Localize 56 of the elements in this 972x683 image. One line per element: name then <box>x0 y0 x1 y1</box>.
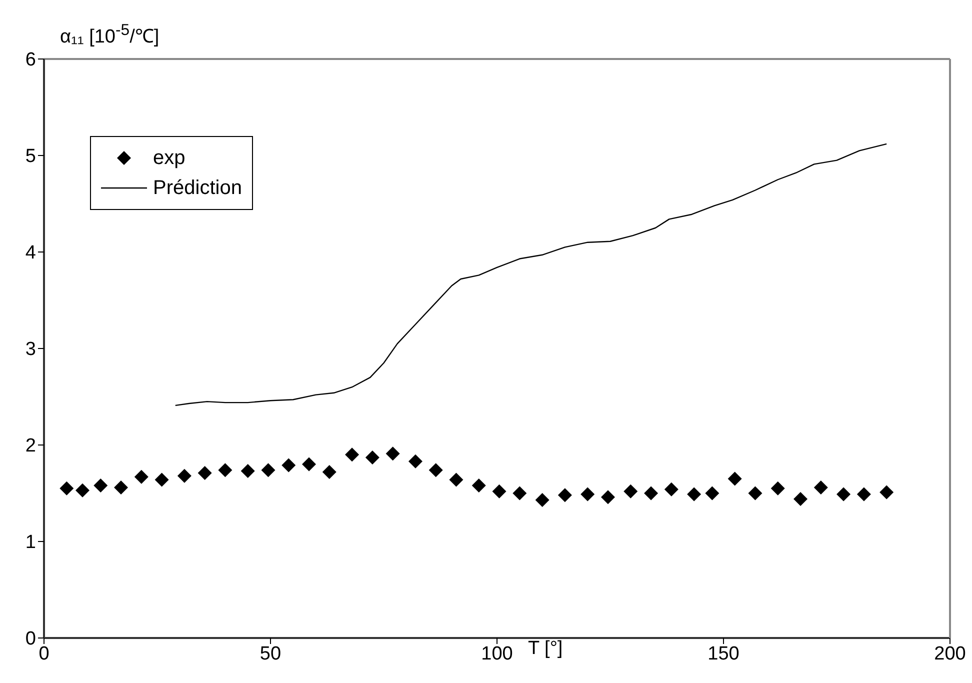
point <box>322 465 336 480</box>
point <box>728 472 742 486</box>
point <box>449 472 464 487</box>
y-tick-label: 0 <box>25 628 36 650</box>
y-tick-label: 2 <box>25 436 36 457</box>
point <box>472 478 486 493</box>
point <box>177 468 192 483</box>
x-tick-label: 150 <box>708 643 740 664</box>
y-tick-label: 6 <box>25 50 36 71</box>
point <box>408 454 422 468</box>
point <box>558 488 572 502</box>
point <box>880 485 894 500</box>
x-tick-label: 0 <box>38 643 50 664</box>
point <box>836 487 851 502</box>
point <box>134 470 148 484</box>
point <box>282 458 296 472</box>
point <box>154 472 169 487</box>
point <box>76 483 90 498</box>
x-tick-label: 50 <box>260 643 282 664</box>
point <box>856 487 871 502</box>
point <box>624 484 638 498</box>
y-tick-label: 3 <box>25 339 36 360</box>
point <box>770 481 785 496</box>
legend-label: exp <box>153 146 186 171</box>
point <box>492 484 506 498</box>
point <box>664 482 678 496</box>
point <box>512 486 527 500</box>
y-tick-label: 5 <box>25 146 36 168</box>
point <box>428 463 443 478</box>
point <box>600 490 615 504</box>
point <box>302 457 316 472</box>
point <box>644 486 658 500</box>
point <box>748 486 762 500</box>
point <box>535 493 550 508</box>
x-tick-label: 100 <box>481 643 513 664</box>
point <box>94 478 108 493</box>
point <box>114 480 128 494</box>
point <box>814 480 828 494</box>
legend-label: Prédiction <box>153 176 242 201</box>
point <box>386 446 400 461</box>
point <box>198 466 212 480</box>
point <box>365 450 380 465</box>
y-axis-title: α₁₁ [10$^{-5}$/℃] <box>60 22 160 48</box>
point <box>345 448 360 462</box>
x-axis-title: T [°] <box>528 638 563 660</box>
x-tick-label: 200 <box>934 643 966 664</box>
point <box>261 463 276 478</box>
point <box>218 463 232 478</box>
point <box>705 486 720 500</box>
point <box>580 487 595 502</box>
point <box>687 487 702 502</box>
point <box>794 492 808 506</box>
y-tick-label: 4 <box>25 242 36 264</box>
point <box>240 464 255 478</box>
point <box>60 481 74 496</box>
y-tick-label: 1 <box>25 532 36 554</box>
